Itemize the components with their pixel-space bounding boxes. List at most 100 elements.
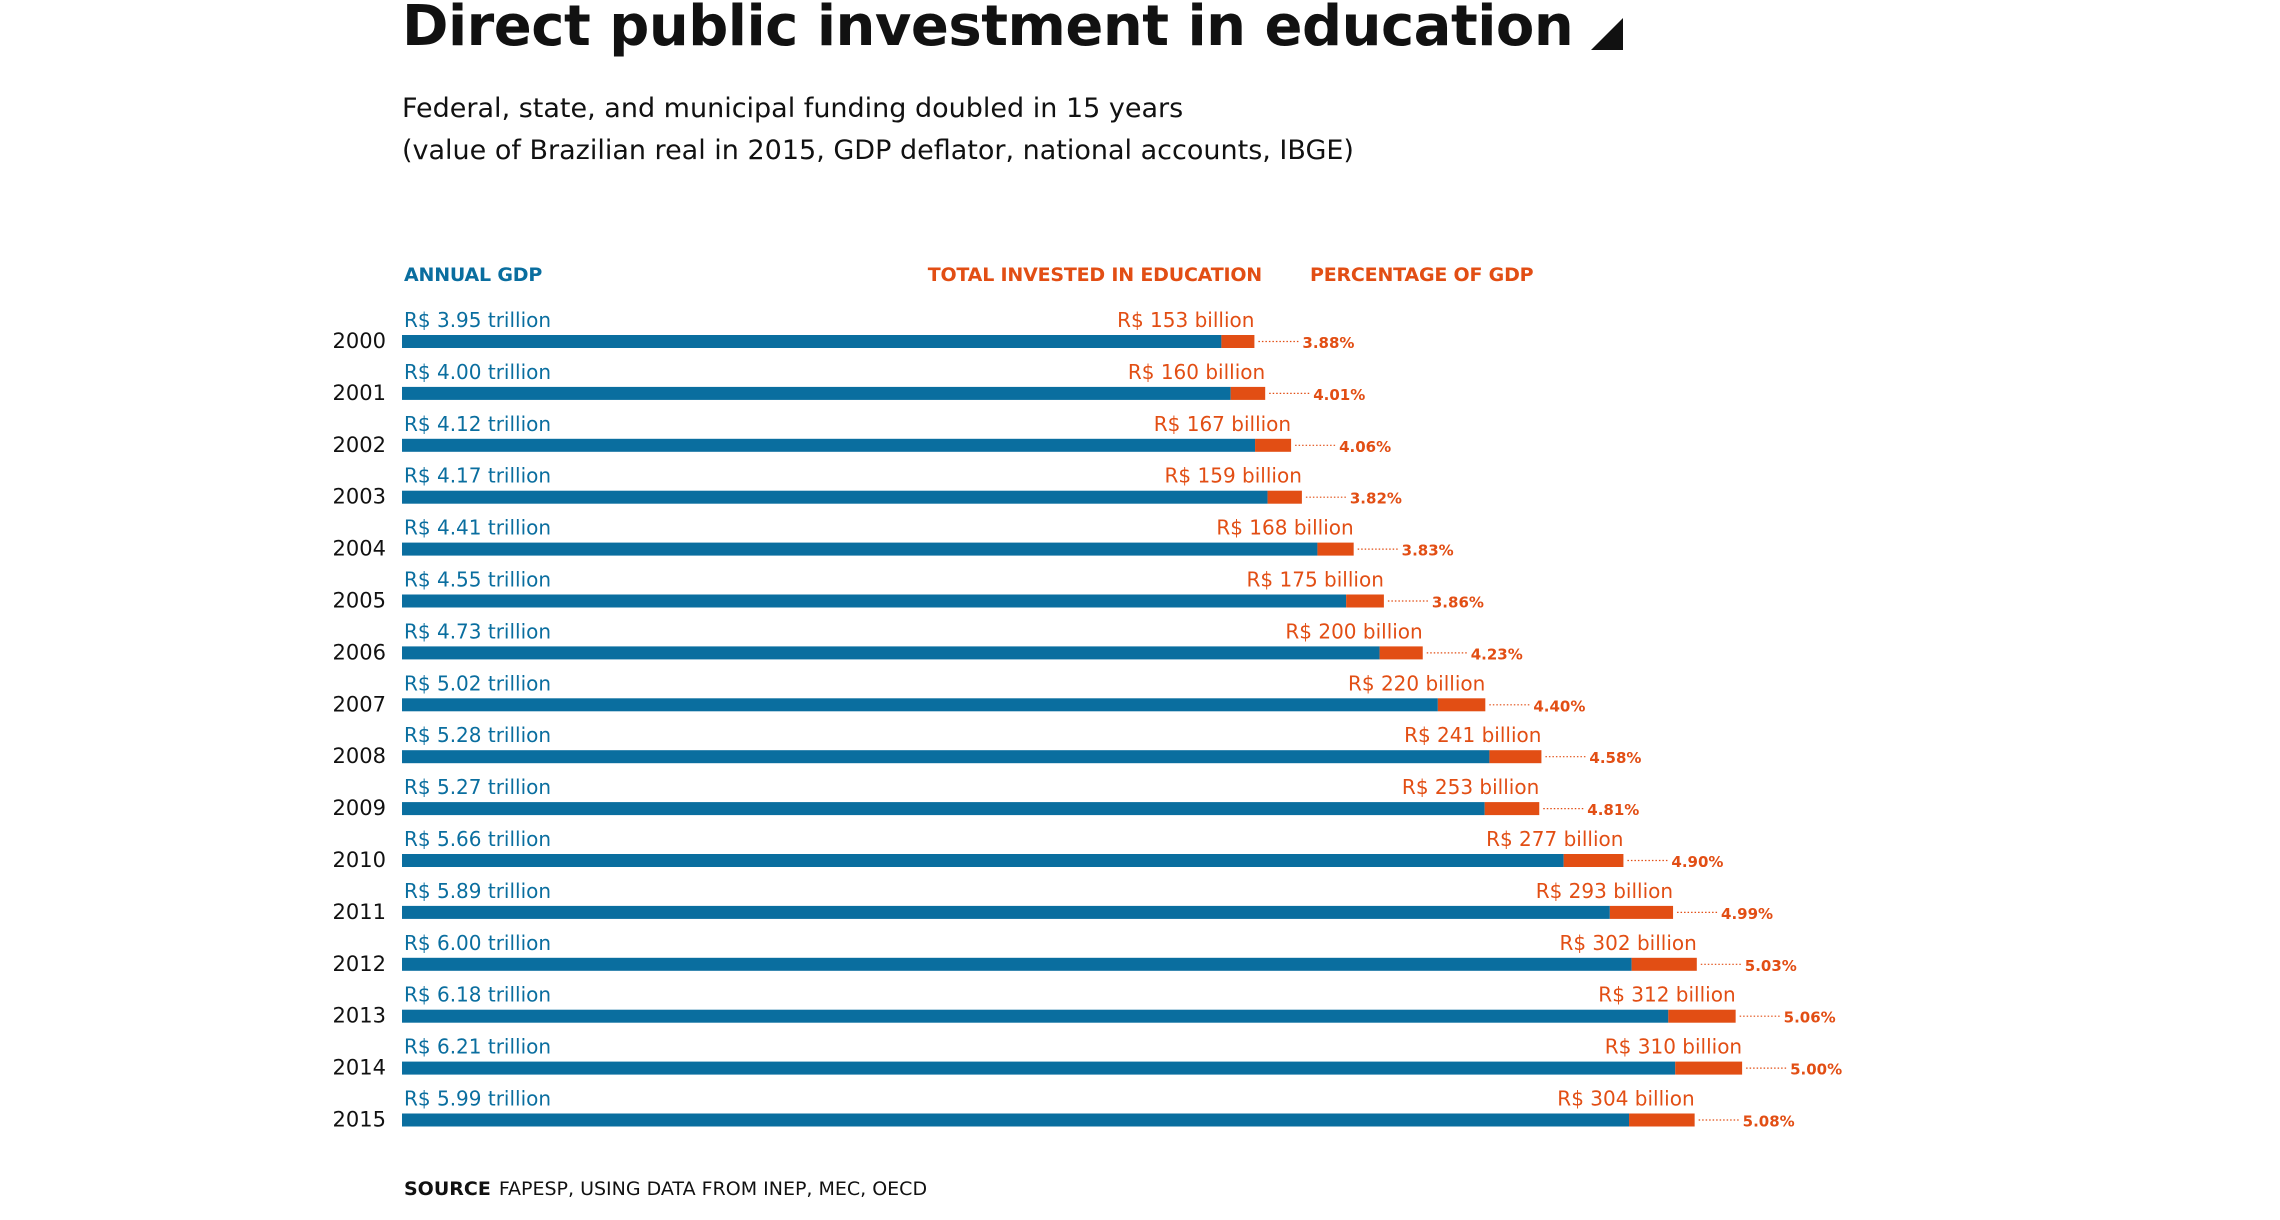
year-label: 2000 — [333, 329, 386, 353]
gdp-bar — [402, 1061, 1676, 1075]
gdp-bar — [402, 1009, 1669, 1023]
percentage-label: 4.99% — [1721, 905, 1773, 923]
gdp-value-label: R$ 4.41 trillion — [404, 516, 551, 540]
education-value-label: R$ 277 billion — [1486, 827, 1623, 851]
education-bar-segment — [1230, 386, 1266, 400]
year-label: 2011 — [333, 900, 386, 924]
education-bar-segment — [1629, 1113, 1695, 1127]
percentage-label: 5.08% — [1743, 1113, 1795, 1131]
gdp-bar — [402, 905, 1610, 919]
year-label: 2012 — [333, 952, 386, 976]
year-label: 2004 — [333, 537, 386, 561]
education-value-label: R$ 241 billion — [1404, 723, 1541, 747]
education-bar-segment — [1255, 438, 1292, 452]
education-value-label: R$ 253 billion — [1402, 775, 1539, 799]
education-bar-segment — [1221, 335, 1255, 348]
education-bar-segment — [1675, 1061, 1743, 1075]
gdp-bar — [402, 438, 1256, 452]
gdp-bar — [402, 490, 1268, 504]
year-label: 2006 — [333, 640, 386, 664]
education-value-label: R$ 293 billion — [1536, 879, 1673, 903]
gdp-value-label: R$ 5.99 trillion — [404, 1087, 551, 1111]
percentage-label: 3.88% — [1302, 334, 1354, 352]
year-label: 2003 — [333, 485, 386, 509]
chart-title: Direct public investment in education — [402, 0, 1624, 59]
gdp-bar — [402, 957, 1632, 971]
corner-triangle-icon — [1591, 17, 1624, 50]
column-header-education: TOTAL INVESTED IN EDUCATION — [927, 264, 1263, 286]
year-label: 2014 — [333, 1056, 386, 1080]
gdp-bar — [402, 594, 1347, 608]
education-value-label: R$ 159 billion — [1165, 464, 1302, 488]
percentage-label: 5.03% — [1745, 957, 1797, 975]
year-label: 2007 — [333, 692, 386, 716]
year-label: 2010 — [333, 848, 386, 872]
gdp-bar — [402, 335, 1222, 348]
gdp-value-label: R$ 4.00 trillion — [404, 360, 551, 384]
year-label: 2013 — [333, 1004, 386, 1028]
subtitle-line-1: Federal, state, and municipal funding do… — [402, 93, 1184, 124]
gdp-value-label: R$ 6.18 trillion — [404, 983, 551, 1007]
percentage-label: 5.06% — [1784, 1009, 1836, 1027]
education-bar-segment — [1668, 1009, 1736, 1023]
gdp-bar — [402, 802, 1485, 816]
gdp-bar — [402, 1113, 1630, 1127]
year-label: 2008 — [333, 744, 386, 768]
subtitle-line-2: (value of Brazilian real in 2015, GDP de… — [402, 135, 1354, 166]
source-text: FAPESP, USING DATA FROM INEP, MEC, OECD — [498, 1178, 928, 1200]
education-value-label: R$ 302 billion — [1559, 931, 1696, 955]
education-bar-segment — [1484, 802, 1540, 816]
education-value-label: R$ 310 billion — [1605, 1035, 1742, 1059]
education-bar-segment — [1267, 490, 1302, 504]
year-label: 2015 — [333, 1108, 386, 1132]
gdp-value-label: R$ 4.73 trillion — [404, 619, 551, 643]
gdp-bar — [402, 854, 1564, 867]
education-bar-segment — [1609, 905, 1674, 919]
gdp-value-label: R$ 4.55 trillion — [404, 568, 551, 592]
gdp-bar — [402, 646, 1380, 660]
education-bar-segment — [1631, 957, 1697, 971]
education-value-label: R$ 220 billion — [1348, 671, 1485, 695]
column-header-percentage: PERCENTAGE OF GDP — [1310, 264, 1534, 286]
year-label: 2001 — [333, 381, 386, 405]
education-bar-segment — [1437, 698, 1486, 712]
education-value-label: R$ 304 billion — [1557, 1087, 1694, 1111]
gdp-value-label: R$ 5.02 trillion — [404, 671, 551, 695]
percentage-label: 3.83% — [1402, 542, 1454, 560]
gdp-value-label: R$ 6.00 trillion — [404, 931, 551, 955]
gdp-value-label: R$ 5.66 trillion — [404, 827, 551, 851]
education-bar-segment — [1379, 646, 1423, 660]
year-label: 2002 — [333, 433, 386, 457]
year-label: 2009 — [333, 796, 386, 820]
education-bar-segment — [1346, 594, 1384, 608]
gdp-bar — [402, 750, 1490, 764]
gdp-value-label: R$ 5.28 trillion — [404, 723, 551, 747]
chart-subtitle: Federal, state, and municipal funding do… — [402, 88, 1354, 172]
percentage-label: 4.06% — [1339, 438, 1391, 456]
gdp-value-label: R$ 4.17 trillion — [404, 464, 551, 488]
source-label: SOURCE — [404, 1178, 491, 1200]
year-label: 2005 — [333, 589, 386, 613]
education-value-label: R$ 312 billion — [1598, 983, 1735, 1007]
chart-title-text: Direct public investment in education — [402, 0, 1574, 59]
gdp-value-label: R$ 5.89 trillion — [404, 879, 551, 903]
gdp-bar — [402, 542, 1318, 556]
percentage-label: 3.86% — [1432, 594, 1484, 612]
percentage-label: 4.23% — [1471, 645, 1523, 663]
education-bar-segment — [1563, 854, 1624, 867]
gdp-bar — [402, 698, 1438, 712]
column-header-gdp: ANNUAL GDP — [404, 264, 543, 286]
education-value-label: R$ 168 billion — [1216, 516, 1353, 540]
percentage-label: 4.40% — [1533, 697, 1585, 715]
education-bar-segment — [1317, 542, 1354, 556]
education-value-label: R$ 200 billion — [1285, 619, 1422, 643]
education-value-label: R$ 167 billion — [1154, 412, 1291, 436]
percentage-label: 4.01% — [1313, 386, 1365, 404]
education-bar-segment — [1489, 750, 1542, 764]
education-value-label: R$ 160 billion — [1128, 360, 1265, 384]
gdp-value-label: R$ 5.27 trillion — [404, 775, 551, 799]
source-note: SOURCE FAPESP, USING DATA FROM INEP, MEC,… — [404, 1178, 927, 1200]
percentage-label: 4.58% — [1589, 749, 1641, 767]
gdp-value-label: R$ 4.12 trillion — [404, 412, 551, 436]
